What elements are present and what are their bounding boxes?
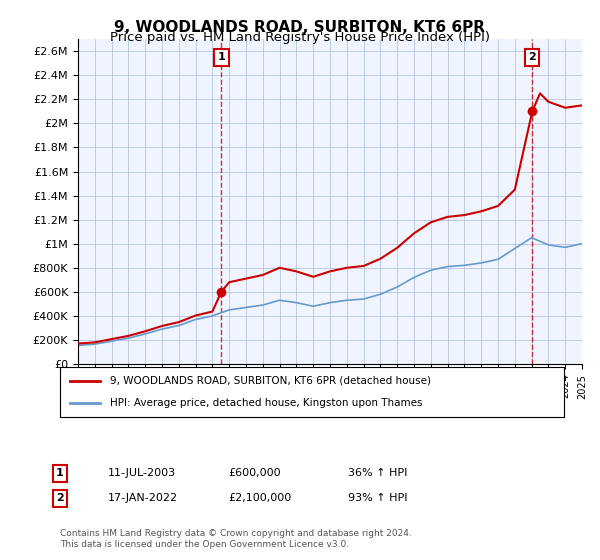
Text: £2,100,000: £2,100,000 [228,493,291,503]
Text: 17-JAN-2022: 17-JAN-2022 [108,493,178,503]
Text: 1: 1 [56,468,64,478]
Text: 9, WOODLANDS ROAD, SURBITON, KT6 6PR (detached house): 9, WOODLANDS ROAD, SURBITON, KT6 6PR (de… [110,376,431,386]
Text: Price paid vs. HM Land Registry's House Price Index (HPI): Price paid vs. HM Land Registry's House … [110,31,490,44]
Text: 2: 2 [56,493,64,503]
Text: 1: 1 [217,52,225,62]
Text: HPI: Average price, detached house, Kingston upon Thames: HPI: Average price, detached house, King… [110,398,423,408]
Text: 11-JUL-2003: 11-JUL-2003 [108,468,176,478]
Text: 93% ↑ HPI: 93% ↑ HPI [348,493,407,503]
Text: 2: 2 [529,52,536,62]
Text: 36% ↑ HPI: 36% ↑ HPI [348,468,407,478]
Text: 9, WOODLANDS ROAD, SURBITON, KT6 6PR: 9, WOODLANDS ROAD, SURBITON, KT6 6PR [115,20,485,35]
Text: Contains HM Land Registry data © Crown copyright and database right 2024.
This d: Contains HM Land Registry data © Crown c… [60,529,412,549]
Text: £600,000: £600,000 [228,468,281,478]
